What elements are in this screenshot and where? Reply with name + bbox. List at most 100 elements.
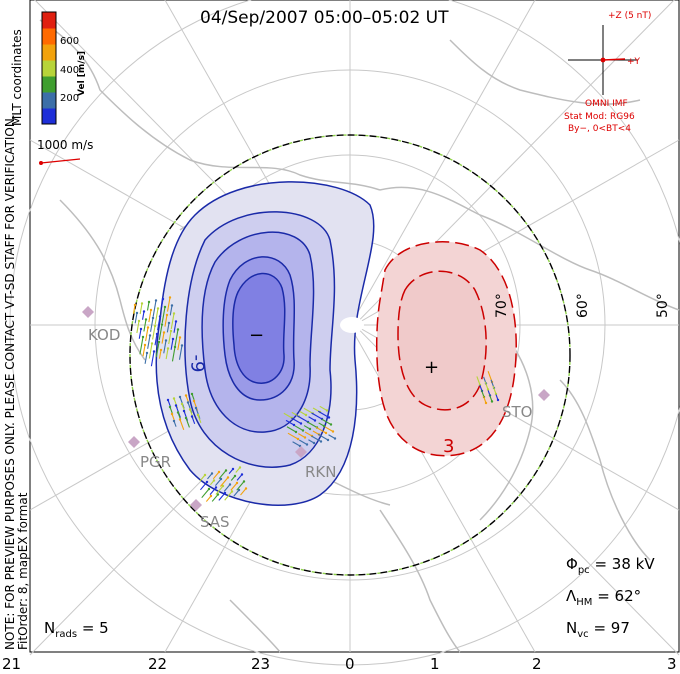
vector-origin (144, 318, 148, 321)
lambda-hm-stat: ΛHM = 62° (566, 587, 642, 608)
velocity-vector (154, 308, 159, 325)
velocity-vector (209, 487, 217, 495)
velocity-vector (306, 421, 318, 428)
vector-origin (196, 413, 200, 417)
velocity-vector (158, 349, 162, 359)
velocity-vector (328, 434, 336, 439)
station-label-pgr: PGR (140, 453, 172, 471)
vector-origin (165, 313, 169, 317)
vector-origin (167, 321, 171, 325)
velocity-vector (292, 441, 301, 447)
velocity-vector (152, 325, 156, 340)
vector-origin (194, 406, 198, 410)
vector-origin (331, 430, 335, 433)
vector-origin (154, 299, 158, 302)
vector-origin (168, 405, 172, 409)
velocity-vector (294, 425, 304, 431)
velocity-vector (166, 297, 171, 312)
vector-origin (313, 419, 317, 422)
velocity-vector (296, 415, 309, 423)
velocity-vector (138, 328, 142, 339)
imf-model: Stat Mod: RG96 (564, 112, 635, 122)
velocity-vector (304, 431, 313, 437)
vector-origin (180, 344, 184, 347)
colorbar-tick-600: 600 (60, 36, 80, 47)
latitude-label-50: 50° (655, 293, 671, 318)
station-label-rkn: RKN (305, 463, 337, 481)
station-marker-kod (82, 306, 94, 318)
vector-origin (230, 490, 234, 493)
vector-origin (312, 441, 316, 445)
velocity-vector (160, 298, 164, 308)
vector-origin (146, 326, 150, 329)
velocity-vector (144, 352, 148, 364)
velocity-vector (482, 395, 487, 404)
colorbar-band (42, 44, 56, 61)
vector-origin (240, 473, 244, 476)
velocity-vector (315, 426, 327, 434)
velocity-vector (201, 488, 210, 499)
vector-origin (142, 310, 146, 313)
velocity-vector (150, 317, 154, 332)
vector-origin (190, 392, 194, 396)
vector-origin (294, 430, 298, 434)
negative-cell-center: − (249, 325, 265, 346)
velocity-vector (285, 419, 295, 426)
heppner-maynard-boundary-dots (129, 134, 571, 576)
plot-frame (29, 0, 680, 653)
velocity-vector (166, 322, 170, 333)
n-rads-stat: Nrads = 5 (44, 619, 109, 640)
velocity-colorbar (41, 11, 57, 125)
velocity-vector (152, 300, 157, 317)
vector-origin (171, 337, 175, 341)
station-marker-pgr (128, 436, 140, 448)
vector-origin (172, 419, 176, 423)
velocity-vector (173, 321, 177, 333)
vector-origin (217, 470, 221, 474)
vector-origin (308, 427, 312, 431)
vector-origin (299, 422, 303, 425)
vector-origin (301, 429, 305, 432)
vector-origin (143, 343, 147, 347)
vector-origin (163, 305, 167, 309)
velocity-vector (158, 324, 163, 340)
velocity-vector (148, 309, 152, 323)
vector-origin (224, 469, 228, 472)
vector-origin (303, 436, 307, 439)
vector-origin (296, 437, 300, 441)
velocity-vector (163, 340, 167, 354)
vector-origin (219, 477, 223, 481)
velocity-vector (236, 474, 243, 481)
page-title: 04/Sep/2007 05:00–05:02 UT (200, 8, 449, 28)
velocity-vector (480, 389, 485, 398)
velocity-vector (298, 439, 308, 445)
velocity-vector (308, 416, 316, 421)
velocity-vector (143, 319, 147, 332)
colorbar-band (42, 92, 56, 109)
velocity-vector (299, 410, 307, 416)
fit-order-note: FitOrder: 8, mapEX format (16, 492, 30, 650)
negative-potential-cell (155, 181, 375, 506)
vector-origin (157, 340, 161, 344)
velocity-vector (218, 470, 227, 480)
velocity-vector (155, 341, 160, 357)
vector-origin (184, 416, 188, 420)
velocity-vector (179, 419, 185, 430)
velocity-vector (303, 407, 314, 414)
velocity-vector (211, 494, 219, 502)
vector-origin (170, 304, 174, 307)
velocity-vector (240, 488, 247, 496)
colorbar-band (42, 76, 56, 93)
coordinates-label: MLT coordinates (10, 29, 24, 126)
vector-origin (139, 327, 143, 331)
velocity-vector (311, 435, 322, 442)
colorbar-band (42, 12, 56, 29)
vector-origin (304, 413, 308, 417)
velocity-vector (492, 385, 497, 395)
vector-origin (496, 398, 500, 402)
velocity-vector (134, 312, 138, 324)
velocity-vector (233, 489, 240, 497)
vector-origin (207, 487, 211, 491)
vector-origin (192, 399, 196, 403)
velocity-vector (148, 343, 153, 359)
